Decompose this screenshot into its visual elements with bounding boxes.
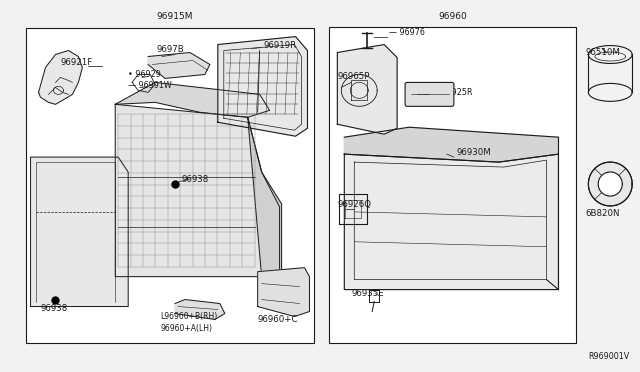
Polygon shape xyxy=(344,154,559,289)
Text: 96938: 96938 xyxy=(182,174,209,183)
Polygon shape xyxy=(598,172,622,196)
Polygon shape xyxy=(115,104,280,277)
Bar xyxy=(26,28,314,343)
FancyBboxPatch shape xyxy=(405,83,454,106)
Text: 96930M: 96930M xyxy=(457,148,492,157)
Text: 96938: 96938 xyxy=(40,304,68,313)
Text: 96915M: 96915M xyxy=(157,12,193,21)
Text: 96960: 96960 xyxy=(438,12,467,21)
Bar xyxy=(330,27,577,343)
Text: 96919R: 96919R xyxy=(264,41,297,50)
Text: R969001V: R969001V xyxy=(588,352,630,361)
Text: 96921F: 96921F xyxy=(60,58,93,67)
Text: 96935E: 96935E xyxy=(351,289,384,298)
Text: • 96929: • 96929 xyxy=(128,70,161,79)
Polygon shape xyxy=(588,162,632,206)
Text: 6B820N: 6B820N xyxy=(586,209,620,218)
Polygon shape xyxy=(218,36,307,136)
Polygon shape xyxy=(344,127,559,162)
Text: — 96925R: — 96925R xyxy=(431,88,472,97)
Text: 96960+A(LH): 96960+A(LH) xyxy=(160,324,212,333)
Polygon shape xyxy=(148,52,210,78)
Text: — 96991W: — 96991W xyxy=(128,81,172,90)
Text: — 96976: — 96976 xyxy=(389,28,425,37)
Text: 96960+C: 96960+C xyxy=(258,315,298,324)
Polygon shape xyxy=(31,157,128,307)
Polygon shape xyxy=(337,45,397,134)
Text: 96510M: 96510M xyxy=(586,48,620,57)
Text: 96926Q: 96926Q xyxy=(337,201,371,209)
Polygon shape xyxy=(38,51,83,104)
Text: 96965P: 96965P xyxy=(337,72,370,81)
Text: 9697B: 9697B xyxy=(156,45,184,54)
Polygon shape xyxy=(258,268,310,317)
Polygon shape xyxy=(248,117,282,277)
Text: L96960+B(RH): L96960+B(RH) xyxy=(160,312,218,321)
Polygon shape xyxy=(175,299,225,320)
Polygon shape xyxy=(115,83,269,117)
